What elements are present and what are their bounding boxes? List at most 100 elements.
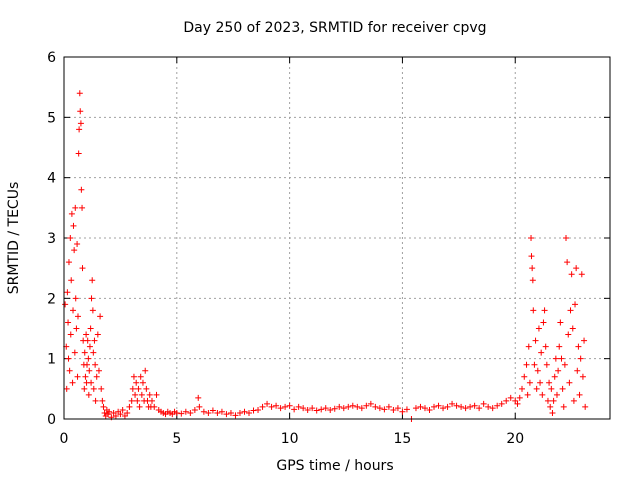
data-point bbox=[421, 405, 428, 412]
data-point bbox=[512, 397, 519, 404]
data-point bbox=[90, 385, 97, 392]
data-point bbox=[354, 403, 361, 410]
data-point bbox=[69, 379, 76, 386]
data-point bbox=[264, 400, 271, 407]
data-point bbox=[480, 400, 487, 407]
data-point bbox=[70, 307, 77, 314]
data-point bbox=[72, 204, 79, 211]
data-point bbox=[74, 373, 81, 380]
data-point bbox=[295, 403, 302, 410]
data-point bbox=[516, 394, 523, 401]
data-point bbox=[148, 397, 155, 404]
x-tick-label: 20 bbox=[506, 431, 524, 447]
axis-ticks: 0 1 2 3 4 5 6 0 5 10 15 20 bbox=[47, 50, 610, 447]
data-point bbox=[83, 331, 90, 338]
data-point bbox=[526, 379, 533, 386]
data-point bbox=[529, 265, 536, 272]
data-point bbox=[64, 289, 71, 296]
data-point bbox=[241, 408, 248, 415]
data-point bbox=[77, 120, 84, 127]
data-point bbox=[559, 385, 566, 392]
data-point bbox=[573, 265, 580, 272]
data-point bbox=[539, 391, 546, 398]
data-point bbox=[569, 325, 576, 332]
plot-frame bbox=[63, 56, 611, 420]
data-point bbox=[577, 355, 584, 362]
data-point bbox=[557, 319, 564, 326]
x-tick-label: 0 bbox=[60, 431, 69, 447]
data-point bbox=[349, 402, 356, 409]
data-point bbox=[187, 409, 194, 416]
data-point bbox=[327, 406, 334, 413]
data-point bbox=[100, 403, 107, 410]
data-point bbox=[532, 337, 539, 344]
data-point bbox=[143, 385, 150, 392]
data-point bbox=[200, 408, 207, 415]
data-point bbox=[250, 407, 257, 414]
y-tick-label: 5 bbox=[47, 110, 56, 126]
data-point bbox=[153, 391, 160, 398]
data-point bbox=[568, 271, 575, 278]
data-point bbox=[273, 402, 280, 409]
data-point bbox=[567, 307, 574, 314]
y-axis-label: SRMTID / TECUs bbox=[6, 182, 22, 295]
data-point bbox=[435, 402, 442, 409]
data-point bbox=[99, 397, 106, 404]
data-point bbox=[541, 307, 548, 314]
data-point bbox=[146, 391, 153, 398]
data-point bbox=[124, 409, 131, 416]
data-point bbox=[525, 343, 532, 350]
data-point bbox=[498, 400, 505, 407]
data-point bbox=[534, 367, 541, 374]
data-point bbox=[110, 409, 117, 416]
data-point bbox=[572, 301, 579, 308]
data-point bbox=[89, 307, 96, 314]
data-point bbox=[182, 408, 189, 415]
data-point bbox=[376, 405, 383, 412]
data-point bbox=[85, 355, 92, 362]
data-point bbox=[62, 301, 69, 308]
data-point bbox=[191, 406, 198, 413]
data-point bbox=[67, 331, 74, 338]
data-point bbox=[485, 403, 492, 410]
data-point bbox=[471, 402, 478, 409]
data-point bbox=[467, 403, 474, 410]
data-point bbox=[92, 397, 99, 404]
data-point bbox=[582, 403, 589, 410]
data-point bbox=[134, 397, 141, 404]
data-point bbox=[551, 373, 558, 380]
data-point bbox=[68, 210, 75, 217]
data-point bbox=[574, 367, 581, 374]
data-point bbox=[86, 343, 93, 350]
data-point bbox=[564, 259, 571, 266]
y-tick-label: 3 bbox=[47, 231, 56, 247]
data-point bbox=[540, 319, 547, 326]
data-point bbox=[66, 367, 73, 374]
data-point bbox=[431, 403, 438, 410]
data-point bbox=[331, 405, 338, 412]
data-point bbox=[196, 403, 203, 410]
data-point bbox=[537, 379, 544, 386]
data-point bbox=[75, 150, 82, 157]
data-point bbox=[291, 406, 298, 413]
data-point bbox=[560, 403, 567, 410]
data-point bbox=[300, 405, 307, 412]
data-point bbox=[531, 361, 538, 368]
data-point bbox=[78, 186, 85, 193]
data-point bbox=[63, 385, 70, 392]
data-point bbox=[576, 391, 583, 398]
data-point bbox=[440, 405, 447, 412]
data-point bbox=[132, 391, 139, 398]
data-point bbox=[458, 403, 465, 410]
data-point bbox=[345, 403, 352, 410]
data-point bbox=[417, 403, 424, 410]
data-point bbox=[94, 331, 101, 338]
data-point bbox=[68, 277, 75, 284]
data-point bbox=[137, 373, 144, 380]
data-point bbox=[453, 402, 460, 409]
data-point bbox=[79, 265, 86, 272]
data-point bbox=[88, 379, 95, 386]
data-point bbox=[555, 367, 562, 374]
data-point bbox=[138, 391, 145, 398]
